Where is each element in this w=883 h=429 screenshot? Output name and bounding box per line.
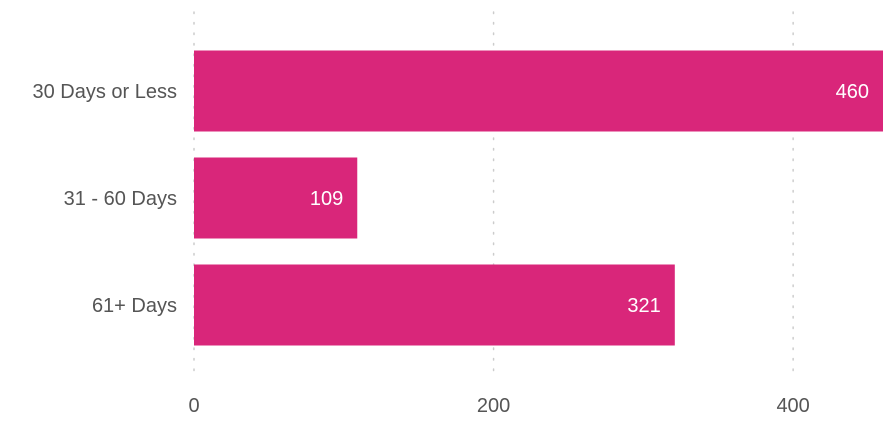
bar-value-label-1: 109 (310, 188, 343, 210)
bar-1 (194, 157, 358, 239)
bar-value-label-0: 460 (836, 81, 869, 103)
category-label-2: 61+ Days (92, 295, 177, 317)
category-label-0: 30 Days or Less (32, 81, 177, 103)
bars: 460 109 321 (194, 50, 883, 346)
x-axis-tick-labels: 0 200 400 (188, 395, 809, 417)
bar-value-label-2: 321 (627, 295, 660, 317)
bar-2 (194, 264, 675, 346)
category-labels: 30 Days or Less 31 - 60 Days 61+ Days (32, 81, 177, 317)
category-label-1: 31 - 60 Days (64, 188, 177, 210)
bar-0 (194, 50, 883, 132)
x-tick-label-2: 400 (776, 395, 809, 417)
x-tick-label-0: 0 (188, 395, 199, 417)
x-tick-label-1: 200 (477, 395, 510, 417)
